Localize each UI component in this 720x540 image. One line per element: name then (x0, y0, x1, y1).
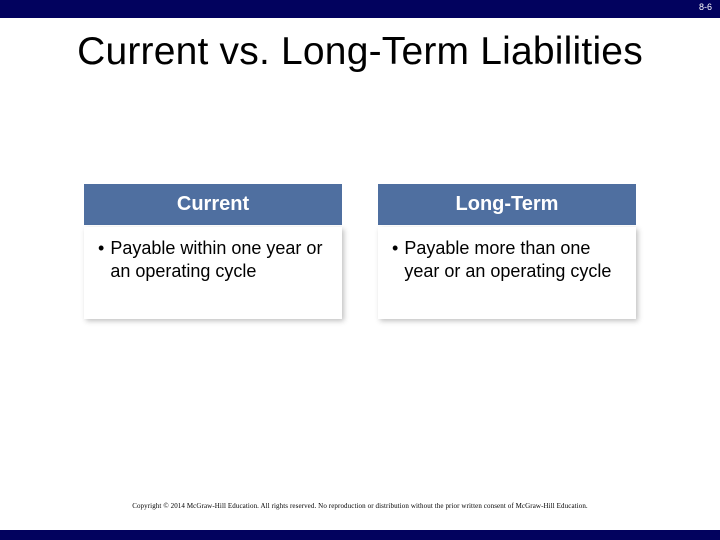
column-body-current: • Payable within one year or an operatin… (84, 227, 342, 319)
body-text: Payable within one year or an operating … (110, 237, 332, 282)
column-current: Current • Payable within one year or an … (84, 184, 342, 319)
column-longterm: Long-Term • Payable more than one year o… (378, 184, 636, 319)
body-text: Payable more than one year or an operati… (404, 237, 626, 282)
column-body-longterm: • Payable more than one year or an opera… (378, 227, 636, 319)
columns-container: Current • Payable within one year or an … (0, 184, 720, 319)
bullet-icon: • (98, 237, 110, 282)
page-number: 8-6 (699, 2, 712, 12)
copyright-text: Copyright © 2014 McGraw-Hill Education. … (0, 502, 720, 510)
bullet-icon: • (392, 237, 404, 282)
bullet-item: • Payable more than one year or an opera… (392, 237, 626, 282)
column-header-longterm: Long-Term (378, 184, 636, 227)
column-header-current: Current (84, 184, 342, 227)
bullet-item: • Payable within one year or an operatin… (98, 237, 332, 282)
slide: 8-6 Current vs. Long-Term Liabilities Cu… (0, 0, 720, 540)
slide-title: Current vs. Long-Term Liabilities (0, 30, 720, 74)
